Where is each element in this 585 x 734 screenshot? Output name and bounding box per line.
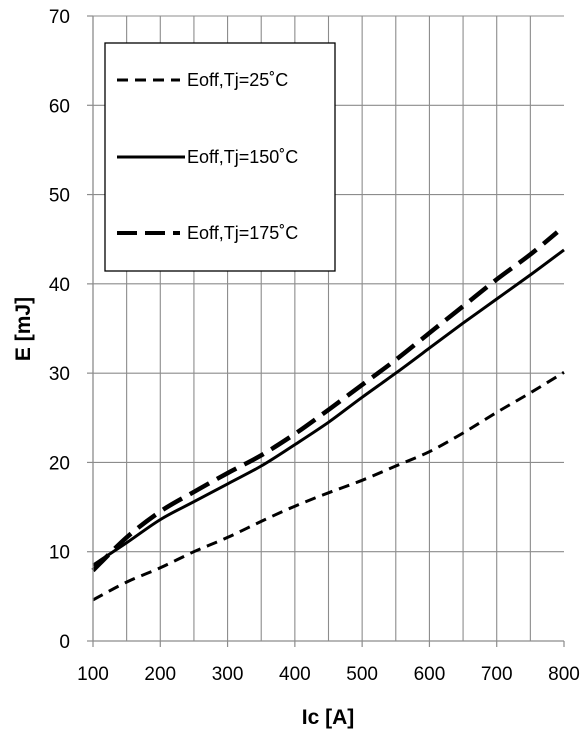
y-tick-label: 10	[49, 543, 70, 564]
x-tick-label: 400	[279, 664, 311, 685]
y-tick-labels: 0 10 20 30 40 50 60 70	[49, 7, 70, 653]
x-tick-label: 100	[77, 664, 109, 685]
axes	[87, 15, 565, 647]
series-line-2	[91, 230, 559, 573]
x-tick-label: 600	[414, 664, 446, 685]
y-tick-label: 30	[49, 364, 70, 385]
x-tick-label: 700	[481, 664, 513, 685]
y-tick-label: 50	[49, 186, 70, 207]
series-lines	[91, 230, 565, 602]
x-tick-labels: 100 200 300 400 500 600 700 800	[77, 664, 580, 685]
x-tick-label: 300	[212, 664, 244, 685]
legend: Eoff,Tj=25˚C Eoff,Tj=150˚C Eoff,Tj=175˚C	[104, 42, 336, 272]
legend-label-150: Eoff,Tj=150˚C	[187, 147, 298, 167]
y-tick-label: 20	[49, 453, 70, 474]
y-tick-label: 70	[49, 7, 70, 28]
y-axis-label: E [mJ]	[12, 297, 35, 361]
y-tick-label: 40	[49, 275, 70, 296]
series-line-1	[92, 248, 565, 567]
x-tick-label: 200	[144, 664, 176, 685]
x-tick-label: 500	[346, 664, 378, 685]
series-line-0	[92, 371, 565, 602]
x-tick-label: 800	[548, 664, 580, 685]
legend-label-175: Eoff,Tj=175˚C	[187, 223, 298, 243]
y-tick-label: 60	[49, 96, 70, 117]
y-tick-label: 0	[59, 632, 70, 653]
x-axis-label: Ic [A]	[302, 706, 355, 729]
legend-label-25: Eoff,Tj=25˚C	[187, 70, 288, 90]
